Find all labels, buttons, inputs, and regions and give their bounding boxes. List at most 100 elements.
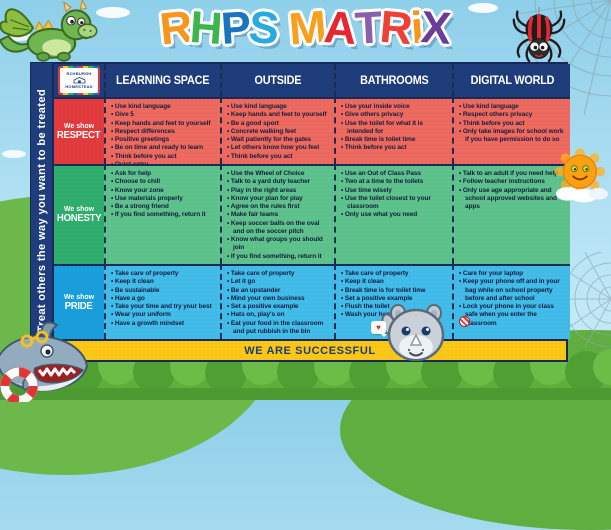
row-label-prefix: We show xyxy=(63,293,95,301)
header-learning-space: LEARNING SPACE xyxy=(104,64,220,97)
cell-respect-digital-world: Use kind languageRespect others privacyT… xyxy=(452,97,570,164)
bullet-item: Keep it clean xyxy=(341,278,450,286)
cell-pride-outside: Take care of propertyLet it goBe an upst… xyxy=(220,264,334,339)
row-label-respect: We show RESPECT xyxy=(54,97,104,164)
bullet-item: Use the Wheel of Choice xyxy=(227,170,332,178)
cell-honesty-learning-space: Ask for helpChoose to chillKnow your zon… xyxy=(104,164,220,264)
cloud xyxy=(468,3,498,13)
bullet-item: Use kind language xyxy=(227,103,332,111)
bullet-item: Be on time and ready to learn xyxy=(111,144,218,152)
bullet-item: Play in the right areas xyxy=(227,187,332,195)
bullet-item: Use kind language xyxy=(111,103,218,111)
bullet-item: Think before you act xyxy=(227,153,332,161)
bullet-item: Let it go xyxy=(227,278,332,286)
bullet-item: Talk to an adult if you need help xyxy=(459,170,568,178)
bullet-list: Care for your laptopKeep your phone off … xyxy=(459,270,568,328)
row-label-pride: We show PRIDE xyxy=(54,264,104,339)
bullet-item: Flush the toilet xyxy=(341,303,450,311)
cell-honesty-bathrooms: Use an Out of Class PassTwo at a time to… xyxy=(334,164,452,264)
cell-pride-digital-world: Care for your laptopKeep your phone off … xyxy=(452,264,570,339)
bullet-item: Use the toilet for what it is intended f… xyxy=(341,120,450,137)
rhino-icon xyxy=(381,304,445,361)
bullet-list: Use kind languageGive 5Keep hands and fe… xyxy=(111,103,218,169)
bullet-item: If you find something, return it xyxy=(111,211,218,219)
footer-text: WE ARE SUCCESSFUL xyxy=(244,344,376,357)
bullet-item: Use your inside voice xyxy=(341,103,450,111)
bullet-list: Take care of propertyKeep it cleanBreak … xyxy=(341,270,450,320)
bullet-item: Keep your phone off and in your bag whil… xyxy=(459,278,568,303)
dragon-icon xyxy=(0,0,98,62)
bullet-item: Use kind language xyxy=(459,103,568,111)
spider-icon xyxy=(512,7,566,63)
cloud xyxy=(96,7,130,18)
row-label-prefix: We show xyxy=(63,122,95,130)
bullet-item: Care for your laptop xyxy=(459,270,568,278)
bullet-item: Think before you act xyxy=(111,153,218,161)
bullet-item: Think before you act xyxy=(459,120,568,128)
header-bathrooms: BATHROOMS xyxy=(334,64,452,97)
bullet-list: Use an Out of Class PassTwo at a time to… xyxy=(341,170,450,220)
bullet-item: Set a positive example xyxy=(227,303,332,311)
bullet-item: Use time wisely xyxy=(341,187,450,195)
school-logo: ROXBURGH HOMESTEAD xyxy=(58,66,100,95)
bullet-item: Hats on, play's on xyxy=(227,311,332,319)
logo-cell: ROXBURGH HOMESTEAD xyxy=(54,64,104,97)
bullet-item: Two at a time to the toilets xyxy=(341,178,450,186)
bullet-item: Give others privacy xyxy=(341,111,450,119)
bullet-item: Think before you act xyxy=(341,144,450,152)
bullet-item: Have a go xyxy=(111,295,218,303)
bullet-item: Let others know how you feel xyxy=(227,144,332,152)
bullet-item: Take care of property xyxy=(341,270,450,278)
bullet-item: Respect others privacy xyxy=(459,111,568,119)
footer-bar: WE ARE SUCCESSFUL xyxy=(52,341,568,362)
bullet-item: Give 5 xyxy=(111,111,218,119)
header-outside: OUTSIDE xyxy=(220,64,334,97)
bullet-item: Be sustainable xyxy=(111,287,218,295)
bullet-item: Positive greetings xyxy=(111,136,218,144)
bullet-item: Make fair teams xyxy=(227,211,332,219)
bullet-item: Mind your own business xyxy=(227,295,332,303)
bullet-item: Know your zone xyxy=(111,187,218,195)
bullet-item: Keep it clean xyxy=(111,278,218,286)
cloud xyxy=(2,150,26,158)
cell-respect-outside: Use kind languageKeep hands and feet to … xyxy=(220,97,334,164)
bullet-list: Take care of propertyKeep it cleanBe sus… xyxy=(111,270,218,328)
school-logo-card: ROXBURGH HOMESTEAD xyxy=(60,68,98,93)
shark-icon xyxy=(0,321,89,402)
header-label: LEARNING SPACE xyxy=(116,74,210,87)
bullet-item: If you find something, return it xyxy=(227,253,332,261)
row-label-honesty: We show HONESTY xyxy=(54,164,104,264)
logo-school-name: ROXBURGH xyxy=(66,71,92,76)
bullet-item: Break time is for toilet time xyxy=(341,287,450,295)
bullet-item: Wear your uniform xyxy=(111,311,218,319)
bullet-item: Be a good sport xyxy=(227,120,332,128)
cell-respect-bathrooms: Use your inside voiceGive others privacy… xyxy=(334,97,452,164)
logo-school-name-2: HOMESTEAD xyxy=(65,84,93,89)
bullet-item: Keep hands and feet to yourself xyxy=(111,120,218,128)
bullet-list: Use kind languageRespect others privacyT… xyxy=(459,103,568,144)
title-letter: S xyxy=(246,0,281,55)
header-label: OUTSIDE xyxy=(254,74,302,87)
bullet-item: Only use age appropriate and school appr… xyxy=(459,187,568,212)
bullet-item: Know your plan for play xyxy=(227,195,332,203)
bullet-list: Take care of propertyLet it goBe an upst… xyxy=(227,270,332,336)
bullet-item: Use materials properly xyxy=(111,195,218,203)
bullet-list: Use your inside voiceGive others privacy… xyxy=(341,103,450,153)
sun-icon xyxy=(554,148,609,203)
header-label: DIGITAL WORLD xyxy=(470,74,554,87)
spiderweb-icon xyxy=(565,252,611,347)
row-label-prefix: We show xyxy=(63,206,95,213)
bullet-list: Use the Wheel of ChoiceTalk to a yard du… xyxy=(227,170,332,261)
bullet-item: Be an upstander xyxy=(227,287,332,295)
sticker-icon xyxy=(459,316,470,327)
bullet-item: Take care of property xyxy=(111,270,218,278)
bullet-item: Concrete walking feet xyxy=(227,128,332,136)
bullet-item: Only take images for school work if you … xyxy=(459,128,568,145)
bullet-item: Talk to a yard duty teacher xyxy=(227,178,332,186)
bullet-list: Use kind languageKeep hands and feet to … xyxy=(227,103,332,161)
vertical-banner: Treat others the way you want to be trea… xyxy=(30,62,54,360)
bullet-item: Respect differences xyxy=(111,128,218,136)
bullet-item: Use the toilet closest to your classroom xyxy=(341,195,450,212)
cell-honesty-outside: Use the Wheel of ChoiceTalk to a yard du… xyxy=(220,164,334,264)
bullet-item: Be a strong friend xyxy=(111,203,218,211)
